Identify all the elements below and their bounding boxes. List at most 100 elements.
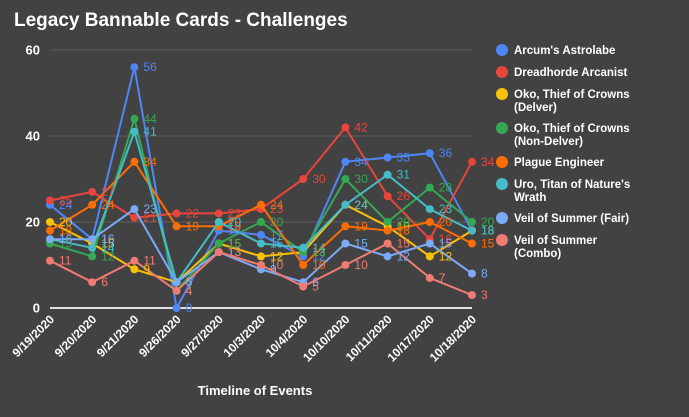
- data-label: 25: [59, 194, 73, 208]
- legend-item: Veil of Summer (Fair): [496, 212, 629, 225]
- data-label: 8: [481, 267, 488, 281]
- data-point: [425, 205, 434, 214]
- data-label: 34: [143, 155, 157, 169]
- data-label: 5: [312, 280, 319, 294]
- data-label: 24: [101, 198, 115, 212]
- data-label: 23: [439, 202, 453, 216]
- data-label: 18: [481, 224, 495, 238]
- data-point: [257, 200, 265, 209]
- legend: Arcum's Astrolabe Dreadhorde Arcanist Oko,…: [496, 44, 630, 260]
- data-point: [299, 261, 308, 269]
- data-point: [383, 218, 392, 226]
- data-label: 24: [354, 198, 368, 212]
- data-label: 7: [439, 271, 446, 285]
- data-label: 12: [397, 249, 411, 263]
- data-point: [214, 209, 223, 218]
- x-axis-ticks: 9/19/20209/20/20209/21/20209/26/20209/27…: [9, 312, 479, 365]
- data-label: 17: [270, 228, 284, 242]
- chart-title: Legacy Bannable Cards - Challenges: [14, 10, 348, 31]
- data-point: [88, 235, 97, 244]
- data-label: 13: [312, 245, 326, 259]
- data-label: 15: [228, 237, 242, 251]
- legend-marker: [496, 178, 508, 190]
- y-tick-label: 40: [26, 129, 40, 144]
- data-label: 16: [101, 232, 115, 246]
- data-point: [425, 183, 434, 192]
- data-point: [341, 239, 350, 248]
- data-point: [130, 213, 139, 222]
- data-label: 15: [270, 237, 284, 251]
- data-point: [468, 239, 476, 248]
- data-point: [383, 252, 392, 261]
- y-tick-label: 20: [26, 215, 40, 230]
- data-point: [341, 157, 350, 166]
- legend-label: Oko, Thief of Crowns (Delver): [514, 89, 630, 114]
- legend-item: Arcum's Astrolabe: [496, 44, 615, 57]
- data-label: 13: [312, 245, 326, 259]
- data-point: [468, 291, 476, 300]
- data-label: 34: [481, 155, 495, 169]
- data-point: [383, 170, 392, 179]
- data-label: 18: [228, 224, 242, 238]
- legend-marker: [496, 234, 508, 246]
- data-point: [299, 282, 308, 291]
- data-label: 3: [481, 288, 488, 302]
- data-point: [46, 235, 54, 244]
- legend-item: Dreadhorde Arcanist: [496, 66, 627, 79]
- data-point: [172, 209, 181, 218]
- legend-marker: [496, 88, 508, 100]
- data-label: 28: [439, 181, 453, 195]
- legend-item: Oko, Thief of Crowns (Non-Delver): [496, 122, 630, 148]
- data-label: 6: [186, 275, 193, 289]
- data-label: 18: [397, 224, 411, 238]
- data-point: [257, 230, 265, 239]
- data-point: [383, 239, 392, 248]
- data-point: [214, 248, 223, 257]
- data-label: 20: [481, 215, 495, 229]
- data-point: [341, 123, 350, 132]
- data-label: 24: [59, 198, 73, 212]
- data-point: [468, 157, 476, 166]
- data-point: [425, 218, 434, 226]
- data-point: [88, 252, 97, 261]
- data-point: [425, 252, 434, 261]
- legend-item: Veil of Summer (Combo): [496, 234, 598, 260]
- data-point: [425, 273, 434, 282]
- data-label: 10: [312, 258, 326, 272]
- data-label: 16: [59, 232, 73, 246]
- data-point: [46, 218, 54, 226]
- data-point: [172, 304, 181, 312]
- gridlines: [50, 49, 472, 309]
- data-point: [46, 226, 54, 235]
- data-label: 22: [228, 206, 242, 220]
- data-label: 21: [143, 211, 157, 225]
- data-point: [172, 222, 181, 231]
- data-label: 16: [439, 232, 453, 246]
- data-point: [257, 218, 265, 226]
- data-point: [88, 278, 97, 287]
- legend-label: Veil of Summer (Combo): [514, 235, 598, 260]
- data-label: 14: [101, 241, 115, 255]
- data-label: 10: [270, 258, 284, 272]
- data-point: [172, 286, 181, 295]
- y-axis-ticks: 0 20 40 60: [26, 43, 40, 316]
- data-label: 24: [270, 198, 284, 212]
- data-label: 12: [101, 249, 115, 263]
- data-label: 0: [186, 301, 193, 315]
- y-tick-label: 0: [33, 301, 40, 316]
- data-point: [341, 261, 350, 269]
- data-label: 10: [354, 258, 368, 272]
- data-label: 56: [143, 60, 157, 74]
- data-label: 23: [143, 202, 157, 216]
- data-label: 9: [143, 262, 150, 276]
- data-point: [214, 239, 223, 248]
- data-label: 24: [354, 198, 368, 212]
- data-label: 31: [397, 168, 411, 182]
- data-point: [257, 261, 265, 269]
- data-point: [88, 200, 97, 209]
- data-point: [88, 187, 97, 196]
- data-label: 19: [186, 219, 200, 233]
- legend-label: Veil of Summer (Fair): [514, 213, 629, 225]
- data-point: [46, 256, 54, 265]
